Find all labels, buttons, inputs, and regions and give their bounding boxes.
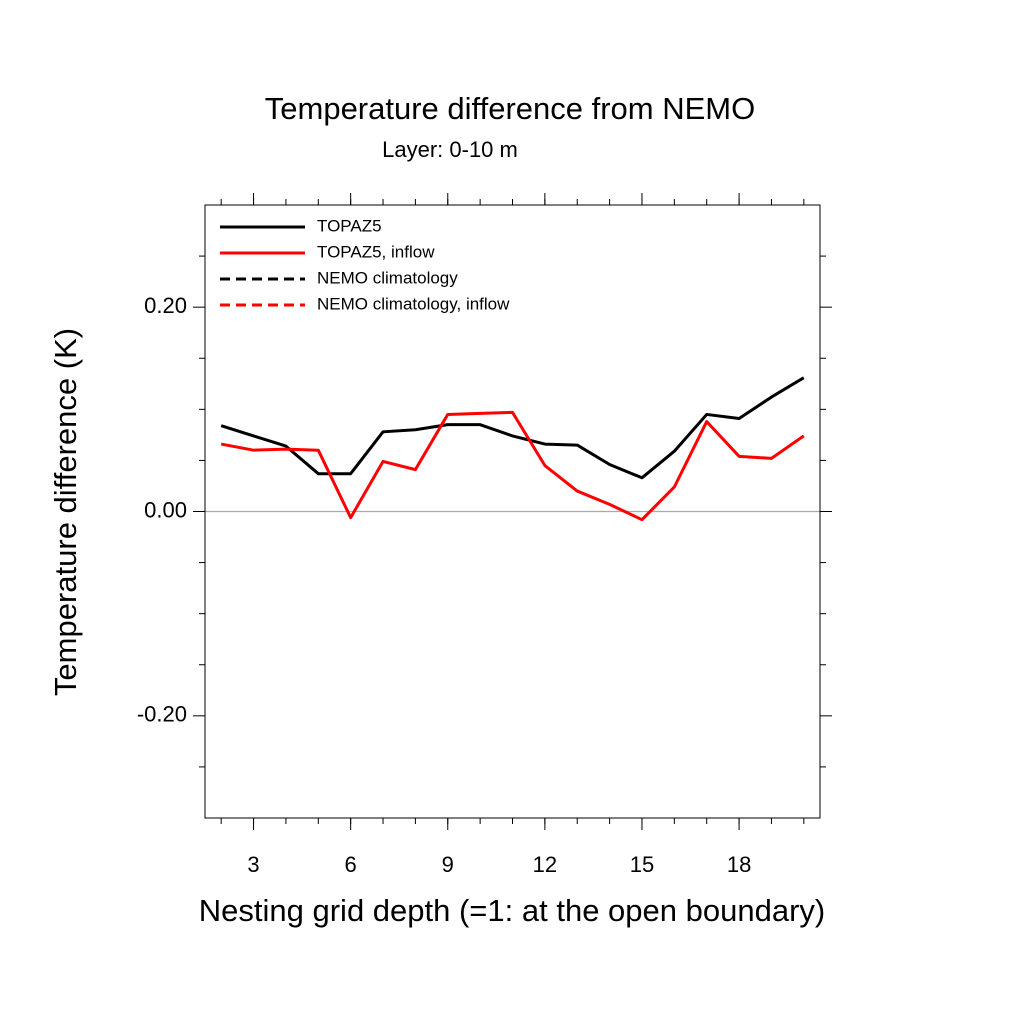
y-tick-label: 0.00	[144, 497, 187, 522]
legend-label: NEMO climatology, inflow	[317, 294, 510, 313]
x-tick-label: 9	[442, 852, 454, 877]
data-line	[220, 376, 805, 480]
y-tick-label: 0.20	[144, 293, 187, 318]
chart-title: Temperature difference from NEMO	[265, 91, 755, 126]
legend-label: TOPAZ5	[317, 216, 382, 235]
chart-subtitle: Layer: 0-10 m	[382, 137, 518, 162]
legend-label: NEMO climatology	[317, 268, 458, 287]
x-tick-label: 6	[345, 852, 357, 877]
data-line	[220, 410, 805, 522]
y-tick-label: -0.20	[137, 702, 187, 727]
x-tick-label: 3	[247, 852, 259, 877]
x-tick-label: 12	[533, 852, 557, 877]
legend-label: TOPAZ5, inflow	[317, 242, 435, 261]
x-tick-label: 18	[727, 852, 751, 877]
plot-frame	[204, 204, 821, 819]
x-axis-label: Nesting grid depth (=1: at the open boun…	[199, 893, 825, 928]
x-tick-label: 15	[630, 852, 654, 877]
y-axis-label: Temperature difference (K)	[48, 328, 83, 696]
